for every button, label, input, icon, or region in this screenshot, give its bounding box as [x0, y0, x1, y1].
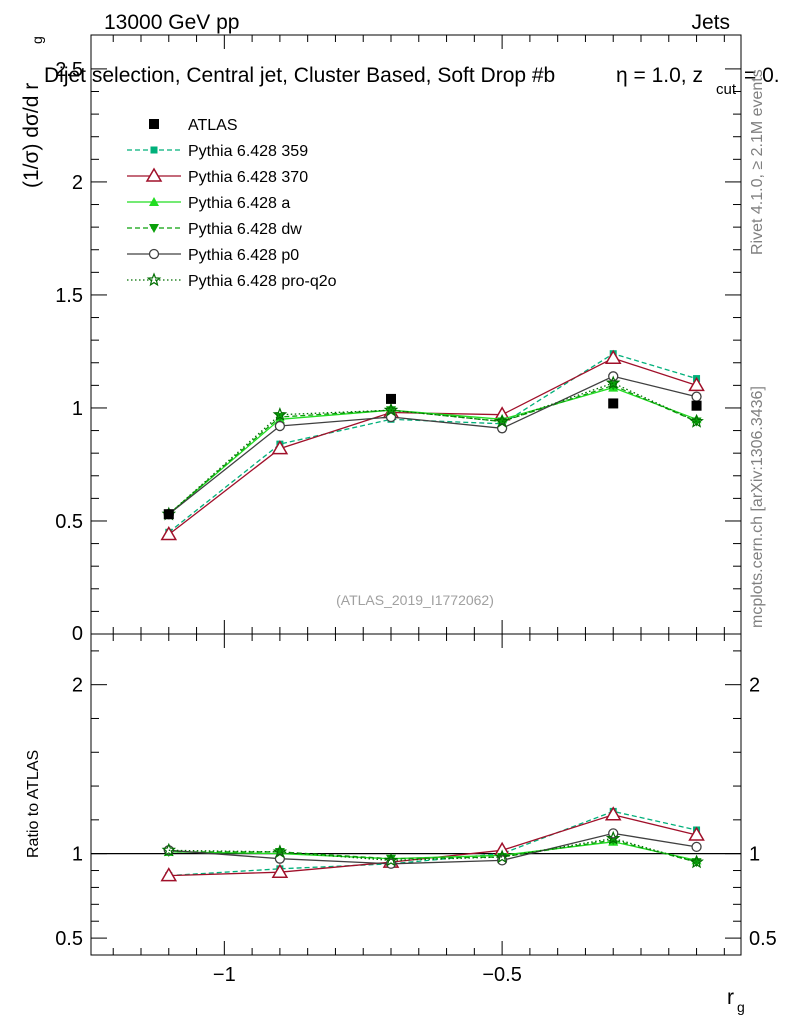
ratio-point-pythia-6-428-370 — [604, 806, 622, 821]
legend-label-pythia-6-428-a: Pythia 6.428 a — [188, 195, 290, 212]
title-tail: = 0. — [744, 64, 780, 87]
ratio-line-pythia-6-428-a — [168, 841, 697, 862]
rivet-label: Rivet 4.1.0, ≥ 2.1M events — [749, 69, 766, 255]
y-tick-label: 2 — [72, 172, 83, 194]
ratio-tick-label-right: 0.5 — [749, 928, 777, 950]
point-pythia-6-428-p0 — [691, 391, 702, 402]
point-pythia-6-428-p0 — [274, 420, 286, 432]
legend-label-pythia-6-428-dw: Pythia 6.428 dw — [188, 221, 302, 238]
x-tick-label: −0.5 — [482, 964, 521, 986]
point-pythia-6-428-pro-q2o — [383, 402, 399, 417]
mcplots-label: mcplots.cern.ch [arXiv:1306.3436] — [749, 386, 766, 628]
series-line-pythia-6-428-p0 — [168, 375, 697, 515]
series-line-pythia-6-428-pro-q2o — [168, 382, 697, 515]
ratio-line-pythia-6-428-370 — [168, 814, 697, 877]
atlas-data-point — [386, 393, 396, 404]
ratio-tick-label-left: 2 — [72, 675, 83, 697]
point-pythia-6-428-370 — [271, 440, 289, 455]
y-axis-label-main: (1/σ) dσ/d r g — [20, 36, 45, 188]
axis-ticks: −1 −0.5 0 0.5 1 1.5 2 2.5 0.5 0.5 1 1 2 2 — [55, 35, 777, 986]
process-label: Jets — [691, 11, 730, 34]
y-tick-label: 2.5 — [55, 59, 83, 81]
legend-marker-pythia-6-428-370 — [145, 167, 163, 182]
ratio-point-pythia-6-428-pro-q2o — [161, 842, 177, 857]
ratio-point-pythia-6-428-370 — [271, 863, 289, 878]
legend-label-pythia-6-428-pro-q2o: Pythia 6.428 pro-q2o — [188, 273, 337, 290]
ratio-point-pythia-6-428-pro-q2o — [383, 852, 399, 867]
ratio-panel-frame — [90, 633, 742, 956]
selection-title: Dijet selection, Central jet, Cluster Ba… — [44, 64, 780, 98]
legend-label-pythia-6-428-p0: Pythia 6.428 p0 — [188, 247, 299, 264]
ylabel-main-sub: g — [29, 36, 45, 44]
series-line-pythia-6-428-a — [168, 386, 697, 515]
y-tick-label: 1.5 — [55, 285, 83, 307]
ratio-point-pythia-6-428-pro-q2o — [272, 844, 288, 859]
xlabel-sub: g — [737, 999, 745, 1015]
point-pythia-6-428-pro-q2o — [494, 413, 510, 428]
point-pythia-6-428-370 — [160, 526, 178, 541]
ratio-point-pythia-6-428-370 — [160, 867, 178, 882]
analysis-watermark: (ATLAS_2019_I1772062) — [336, 592, 494, 608]
legend-marker-pythia-6-428-p0 — [148, 248, 160, 260]
y-tick-label: 1 — [72, 398, 83, 420]
point-pythia-6-428-370 — [688, 376, 705, 392]
legend-marker-pythia-6-428-359 — [150, 146, 158, 154]
ylabel-ratio: Ratio to ATLAS — [25, 750, 42, 858]
legend-label-pythia-6-428-359: Pythia 6.428 359 — [188, 143, 308, 160]
ratio-tick-label-left: 0.5 — [55, 928, 83, 950]
legend-marker-pythia-6-428-dw — [149, 224, 159, 233]
legend-marker-pythia-6-428-a — [149, 197, 159, 206]
title-eta: η = 1.0, z — [616, 64, 703, 87]
legend: ATLAS Pythia 6.428 359 Pythia 6.428 370 Pyt… — [127, 117, 337, 290]
x-tick-label: −1 — [213, 964, 236, 986]
ratio-series — [160, 806, 705, 882]
ratio-point-pythia-6-428-370 — [688, 826, 705, 841]
title-cut: cut — [716, 81, 737, 98]
ratio-point-pythia-6-428-pro-q2o — [605, 830, 621, 845]
ratio-line-pythia-6-428-359 — [168, 810, 697, 877]
ratio-point-pythia-6-428-pro-q2o — [689, 854, 704, 869]
ratio-point-pythia-6-428-p0 — [691, 841, 702, 853]
x-axis-label: r g — [727, 986, 745, 1015]
main-series — [160, 349, 705, 541]
atlas-data-point — [608, 398, 619, 409]
legend-label-atlas: ATLAS — [188, 117, 238, 134]
point-pythia-6-428-pro-q2o — [605, 375, 621, 390]
point-pythia-6-428-370 — [604, 349, 622, 364]
ratio-point-pythia-6-428-pro-q2o — [494, 849, 510, 864]
ratio-tick-label-right: 1 — [749, 844, 760, 866]
atlas-data-point — [691, 400, 702, 411]
series-line-pythia-6-428-370 — [168, 357, 697, 536]
ratio-line-pythia-6-428-pro-q2o — [168, 837, 697, 863]
series-line-pythia-6-428-359 — [168, 352, 697, 533]
y-tick-label: 0.5 — [55, 511, 83, 533]
point-pythia-6-428-pro-q2o — [689, 413, 704, 428]
ratio-tick-label-right: 2 — [749, 675, 760, 697]
ratio-line-pythia-6-428-p0 — [168, 832, 697, 865]
atlas-data-point — [163, 509, 174, 520]
xlabel: r — [727, 986, 734, 1009]
ratio-tick-label-left: 1 — [72, 844, 83, 866]
point-pythia-6-428-pro-q2o — [272, 407, 288, 421]
legend-label-pythia-6-428-370: Pythia 6.428 370 — [188, 169, 308, 186]
y-tick-label: 0 — [72, 623, 83, 645]
energy-label: 13000 GeV pp — [104, 11, 239, 34]
legend-marker-atlas — [149, 119, 159, 129]
title-main: Dijet selection, Central jet, Cluster Ba… — [44, 64, 555, 87]
legend-marker-pythia-6-428-pro-q2o — [146, 272, 162, 287]
ylabel-main: (1/σ) dσ/d r — [20, 83, 43, 188]
